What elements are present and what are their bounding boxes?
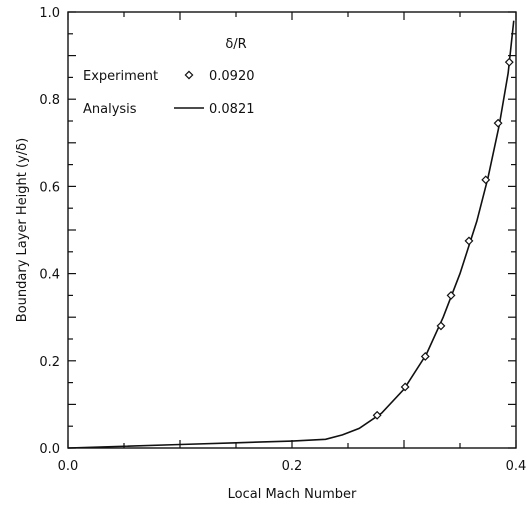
experiment-point [493,118,503,128]
experiment-point [420,351,430,361]
legend-title: δ/R [225,37,246,52]
ticks: 0.0 0.2 0.4 0.0 0.2 0.4 0.6 0.8 1.0 [39,6,526,474]
experiment-series [372,57,514,420]
experiment-point [400,382,410,392]
x-tick-label: 0.0 [58,459,79,474]
analysis-series [67,20,515,449]
experiment-point [446,290,456,300]
experiment-point [372,410,382,420]
x-axis-label: Local Mach Number [228,487,357,502]
legend-entry-label: Analysis [83,102,137,117]
legend-entry-value: 0.0920 [209,69,255,84]
y-tick-label: 0.0 [39,442,60,457]
y-axis-label: Boundary Layer Height (y/δ) [15,138,30,322]
y-tick-label: 1.0 [39,6,60,21]
experiment-point [504,57,514,67]
y-tick-label: 0.4 [39,268,60,283]
legend-entry-value: 0.0821 [209,102,255,117]
legend: δ/R Experiment 0.0920 Analysis 0.0821 [83,37,255,117]
legend-entry-label: Experiment [83,69,158,84]
experiment-point [481,175,491,185]
experiment-point [436,321,446,331]
y-tick-label: 0.8 [39,93,60,108]
experiment-point [464,236,474,246]
x-tick-label: 0.2 [282,459,303,474]
y-tick-label: 0.2 [39,355,60,370]
y-tick-label: 0.6 [39,180,60,195]
x-tick-label: 0.4 [506,459,527,474]
legend-diamond-marker [184,70,194,80]
analysis-line [67,20,515,449]
